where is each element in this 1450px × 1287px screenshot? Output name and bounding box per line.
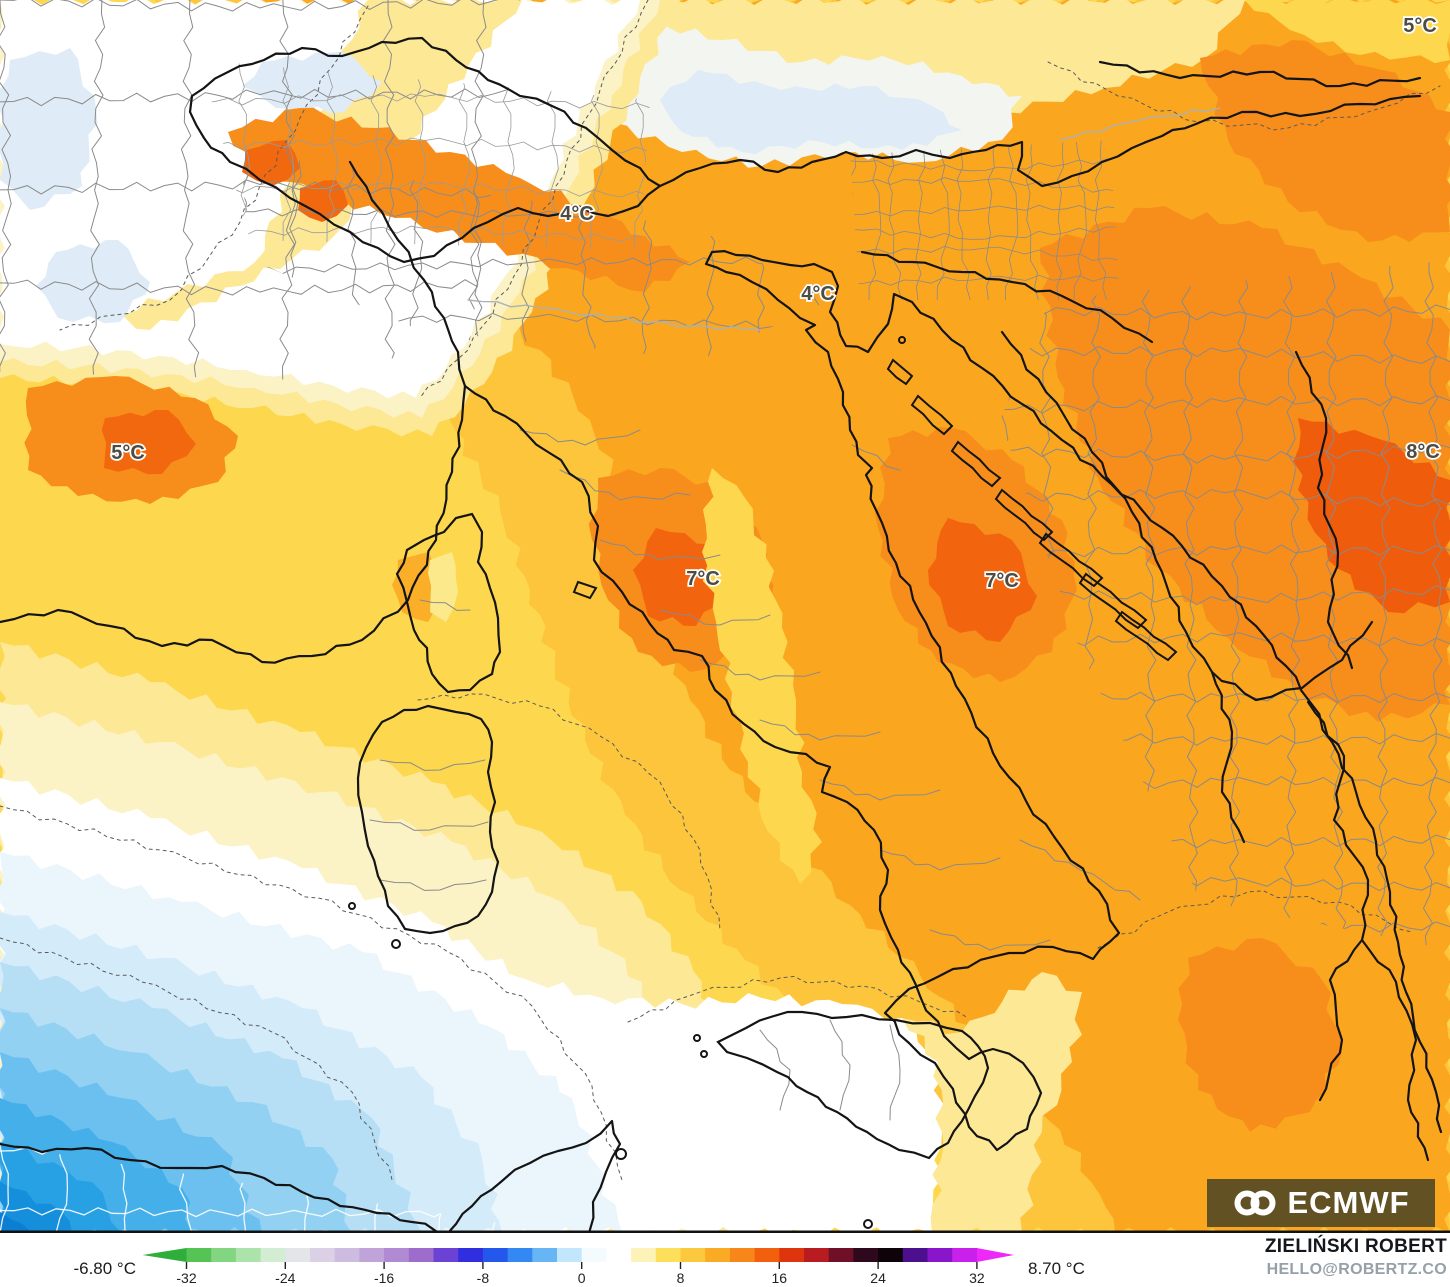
ecmwf-logo-box: ECMWF bbox=[1207, 1179, 1435, 1227]
legend-tick-label: -24 bbox=[275, 1270, 295, 1286]
legend-color-segment bbox=[779, 1248, 805, 1262]
legend-tick-label: -16 bbox=[374, 1270, 394, 1286]
legend-color-segment bbox=[952, 1248, 978, 1262]
temperature-map: 5°C 4°C 4°C 5°C 8°C 7°C 7°C bbox=[0, 0, 1450, 1233]
legend-color-segment bbox=[927, 1248, 953, 1262]
legend-tick-label: 24 bbox=[870, 1270, 886, 1286]
legend-colorbar: -32 -24 -16 -8 0 8 16 24 32 bbox=[142, 1248, 1014, 1286]
legend-max-label: 8.70 °C bbox=[1028, 1259, 1085, 1278]
legend-color-segment bbox=[433, 1248, 459, 1262]
legend-tick-label: 32 bbox=[969, 1270, 985, 1286]
ecmwf-logo-icon bbox=[1234, 1190, 1276, 1216]
map-temp-label: 4°C bbox=[560, 203, 594, 225]
legend: -32 -24 -16 -8 0 8 16 24 32 -6.80 °C 8.70 °C bbox=[0, 1233, 1450, 1287]
legend-tick-label: 8 bbox=[677, 1270, 685, 1286]
legend-color-segment bbox=[828, 1248, 854, 1262]
legend-color-segment bbox=[581, 1248, 607, 1262]
legend-arrow-left bbox=[142, 1248, 187, 1262]
legend-color-segment bbox=[235, 1248, 262, 1262]
legend-color-segment bbox=[853, 1248, 879, 1262]
legend-color-segment bbox=[408, 1248, 435, 1262]
map-temp-label: 7°C bbox=[985, 570, 1019, 592]
ecmwf-logo-text: ECMWF bbox=[1287, 1185, 1410, 1220]
legend-color-segment bbox=[532, 1248, 558, 1262]
legend-color-segment bbox=[655, 1248, 682, 1262]
legend-color-segment bbox=[334, 1248, 360, 1262]
map-temp-label: 5°C bbox=[1403, 15, 1437, 37]
legend-tick-label: -8 bbox=[477, 1270, 490, 1286]
legend-color-segment bbox=[458, 1248, 484, 1262]
legend-tick-label: 0 bbox=[578, 1270, 586, 1286]
map-temp-label: 8°C bbox=[1406, 441, 1440, 463]
legend-color-segment bbox=[754, 1248, 780, 1262]
credit-author: ZIELIŃSKI ROBERT bbox=[1264, 1236, 1447, 1257]
legend-color-segment bbox=[359, 1248, 385, 1262]
legend-tick-label: -32 bbox=[176, 1270, 196, 1286]
legend-tick-label: 16 bbox=[772, 1270, 788, 1286]
legend-color-segment bbox=[557, 1248, 583, 1262]
legend-color-segment bbox=[878, 1248, 904, 1262]
legend-color-segment bbox=[211, 1248, 237, 1262]
map-temp-label: 4°C bbox=[801, 283, 835, 305]
legend-color-segment bbox=[680, 1248, 706, 1262]
legend-color-segment bbox=[705, 1248, 731, 1262]
legend-color-segment bbox=[631, 1248, 657, 1262]
legend-min-label: -6.80 °C bbox=[73, 1259, 136, 1278]
map-temp-label: 7°C bbox=[686, 568, 720, 590]
legend-color-segment bbox=[729, 1248, 756, 1262]
legend-color-segment bbox=[507, 1248, 533, 1262]
legend-color-segment bbox=[384, 1248, 410, 1262]
credit-email: HELLO@ROBERTZ.CO bbox=[1266, 1261, 1447, 1278]
legend-color-segment bbox=[606, 1248, 632, 1262]
legend-arrow-right bbox=[976, 1248, 1014, 1262]
legend-color-segment bbox=[902, 1248, 929, 1262]
legend-color-segment bbox=[285, 1248, 311, 1262]
legend-color-segment bbox=[310, 1248, 336, 1262]
legend-color-segment bbox=[260, 1248, 286, 1262]
legend-color-segment bbox=[804, 1248, 830, 1262]
map-temp-label: 5°C bbox=[111, 442, 145, 464]
legend-color-segment bbox=[482, 1248, 509, 1262]
legend-color-segment bbox=[186, 1248, 212, 1262]
